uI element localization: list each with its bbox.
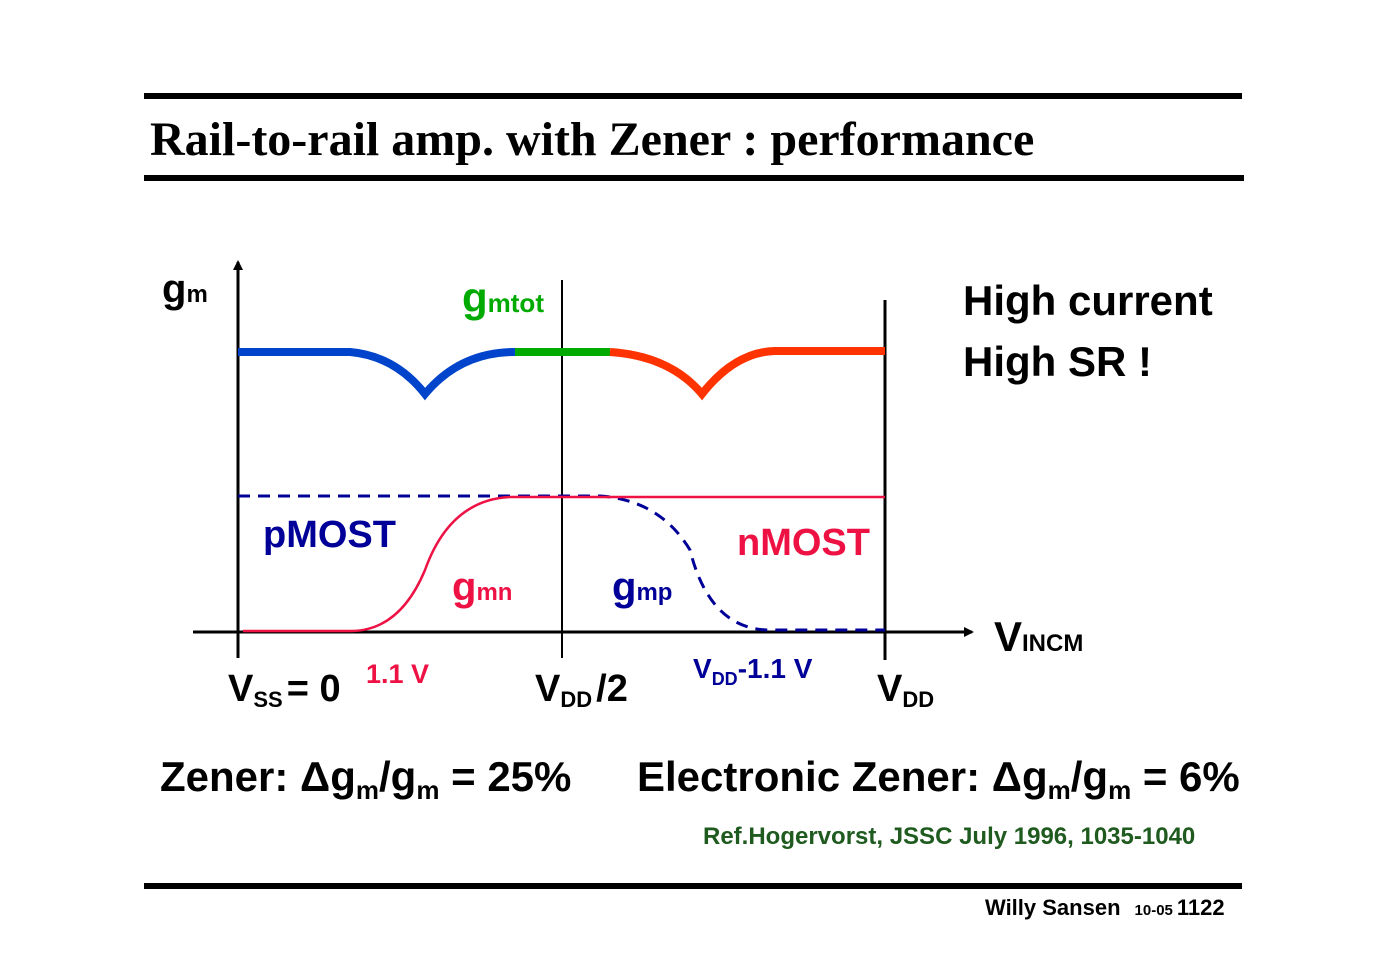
footer-rule bbox=[144, 883, 1242, 889]
tick-vdd: VDD bbox=[877, 668, 934, 712]
pmost-label: pMOST bbox=[263, 514, 396, 556]
gmp-curve bbox=[238, 494, 885, 632]
gmn-label: gmn bbox=[452, 565, 512, 609]
gmp-label: gmp bbox=[612, 565, 672, 609]
gmtot-curve-n-region bbox=[609, 347, 885, 401]
gmn-curve bbox=[243, 495, 885, 633]
slide-title: Rail-to-rail amp. with Zener : performan… bbox=[150, 113, 1034, 166]
zener-formula: Zener: Δgm/gm = 25% bbox=[160, 753, 571, 805]
reference: Ref.Hogervorst, JSSC July 1996, 1035-104… bbox=[703, 823, 1195, 850]
tick-vdd-minus-1v1: VDD-1.1 V bbox=[693, 653, 813, 689]
tick-vdd-half: VDD/2 bbox=[535, 668, 628, 712]
footer: Willy Sansen 10-05 1122 bbox=[985, 895, 1225, 920]
nmost-label: nMOST bbox=[737, 522, 870, 564]
title-rule-top bbox=[144, 93, 1242, 99]
title-rule-bottom bbox=[144, 175, 1244, 181]
note-high-sr: High SR ! bbox=[963, 338, 1152, 385]
tick-1v1: 1.1 V bbox=[366, 659, 429, 689]
gmtot-curve-p-region bbox=[238, 348, 516, 401]
electronic-zener-formula: Electronic Zener: Δgm/gm = 6% bbox=[637, 753, 1240, 805]
y-axis-label: gm bbox=[162, 267, 208, 311]
tick-vss: VSS = 0 bbox=[228, 668, 341, 712]
gmtot-label: gmtot bbox=[462, 274, 544, 321]
x-axis-label: VINCM bbox=[994, 613, 1083, 660]
note-high-current: High current bbox=[963, 277, 1213, 324]
